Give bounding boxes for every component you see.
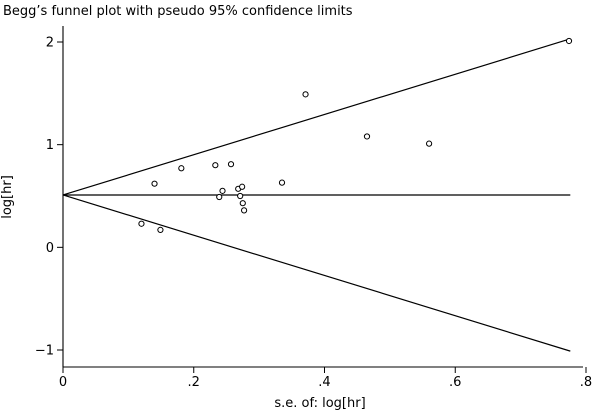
x-tick-label: 0	[59, 375, 67, 390]
y-tick-label: 1	[46, 138, 54, 153]
data-point	[239, 183, 246, 190]
data-point	[237, 192, 244, 200]
y-tick-label: −1	[35, 344, 54, 359]
lower-confidence-limit	[62, 194, 571, 352]
data-point	[178, 165, 185, 172]
data-point	[239, 200, 246, 207]
data-point	[426, 140, 433, 147]
x-tick-label: .4	[318, 375, 330, 390]
data-point	[219, 187, 226, 194]
y-axis: −1 0 1 2	[35, 26, 64, 367]
data-point	[363, 133, 371, 140]
data-point	[216, 193, 223, 201]
y-tick-label: 0	[46, 241, 54, 256]
data-point	[302, 91, 309, 98]
chart-title: Begg’s funnel plot with pseudo 95% confi…	[3, 4, 353, 19]
data-point	[212, 162, 219, 169]
data-point	[240, 207, 248, 214]
x-axis-label: s.e. of: log[hr]	[274, 396, 365, 411]
data-point	[227, 161, 235, 168]
plot-area	[62, 37, 573, 352]
data-point	[278, 179, 286, 186]
y-axis-label: log[hr]	[0, 175, 15, 219]
data-point	[565, 37, 573, 45]
x-tick-label: .2	[188, 375, 200, 390]
x-tick-label: .6	[449, 375, 461, 390]
data-point	[157, 226, 164, 233]
upper-confidence-limit	[62, 38, 571, 196]
data-point	[138, 220, 145, 227]
y-tick-label: 2	[46, 36, 54, 51]
x-tick-label: .8	[580, 375, 592, 390]
data-point	[151, 180, 158, 187]
x-axis: 0 .2 .4 .6 .8	[59, 366, 592, 390]
